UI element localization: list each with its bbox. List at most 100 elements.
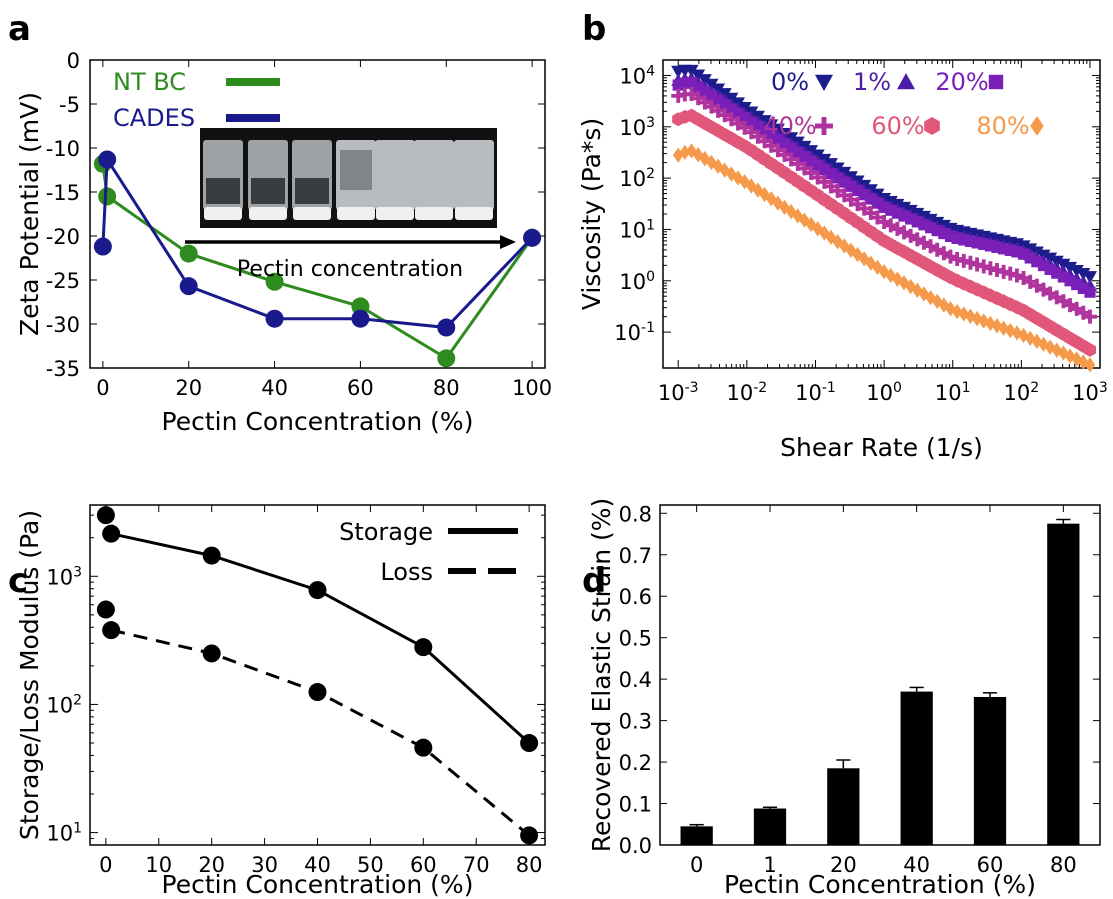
data-point-20% bbox=[891, 207, 903, 219]
panel-a: a 0 -5 -10 -15 -20 -25 -30 -35 0 20 40 60 80 100 Pectin… bbox=[8, 9, 552, 436]
x-tick-label: 20 bbox=[175, 376, 202, 400]
y-tick-label: -20 bbox=[46, 225, 80, 249]
y-axis-label: Storage/Loss Modulus (Pa) bbox=[15, 510, 44, 840]
y-axis-label: Zeta Potential (mV) bbox=[15, 92, 44, 336]
data-point bbox=[437, 318, 456, 337]
x-tick-label: 80 bbox=[516, 853, 543, 877]
y-tick-label: 0.1 bbox=[619, 793, 652, 817]
legend-label: NT BC bbox=[113, 68, 186, 96]
vial bbox=[414, 140, 454, 220]
x-tick-label: 40 bbox=[903, 853, 930, 877]
data-point-20% bbox=[1017, 248, 1030, 260]
data-point-20% bbox=[772, 133, 784, 145]
data-point-20% bbox=[998, 243, 1010, 255]
data-point bbox=[520, 826, 539, 845]
data-point-20% bbox=[798, 151, 811, 163]
vial bbox=[375, 140, 415, 220]
data-point-20% bbox=[705, 90, 718, 102]
data-point bbox=[179, 244, 198, 263]
x-tick-label: 10-1 bbox=[795, 380, 836, 405]
plot-frame bbox=[659, 504, 1101, 846]
data-point-20% bbox=[1044, 263, 1056, 275]
arrow-head bbox=[500, 235, 516, 249]
legend-marker bbox=[1030, 116, 1044, 136]
x-tick-label: 103 bbox=[1072, 380, 1108, 405]
y-tick-label: 100 bbox=[619, 269, 655, 294]
y-tick-label: 0 bbox=[67, 49, 80, 73]
data-point-80% bbox=[739, 174, 750, 190]
bar bbox=[827, 768, 860, 845]
data-point-80% bbox=[819, 225, 830, 241]
data-point bbox=[414, 638, 433, 657]
x-tick-label: 60 bbox=[977, 853, 1004, 877]
data-point-80% bbox=[686, 143, 697, 159]
data-point-20% bbox=[1077, 282, 1089, 294]
data-point-20% bbox=[832, 172, 844, 184]
x-tick-label: 102 bbox=[1004, 380, 1040, 405]
data-point bbox=[308, 581, 327, 600]
data-point-20% bbox=[825, 168, 837, 180]
data-point-20% bbox=[692, 81, 704, 93]
data-point bbox=[102, 621, 121, 640]
data-point-0% bbox=[684, 64, 699, 78]
data-point-20% bbox=[958, 234, 970, 246]
series-line-Storage bbox=[110, 532, 531, 745]
data-point-20% bbox=[1037, 259, 1050, 272]
data-point-20% bbox=[805, 155, 817, 167]
data-point-20% bbox=[818, 163, 830, 176]
data-point-60% bbox=[1083, 342, 1096, 357]
y-tick-label: 0.4 bbox=[619, 668, 652, 692]
x-tick-label: 50 bbox=[357, 853, 384, 877]
x-tick-label: 40 bbox=[304, 853, 331, 877]
legend-label: 20% bbox=[935, 68, 988, 96]
legend-marker bbox=[924, 117, 940, 135]
data-point-20% bbox=[752, 120, 764, 133]
data-point bbox=[179, 277, 198, 296]
x-tick-label: 60 bbox=[347, 376, 374, 400]
legend-label: 60% bbox=[871, 112, 924, 140]
data-point-20% bbox=[1011, 246, 1023, 258]
x-tick-label: 0 bbox=[690, 853, 703, 877]
y-axis-label: Recovered Elastic Strain (%) bbox=[587, 498, 616, 853]
data-point bbox=[351, 309, 370, 328]
data-point bbox=[351, 297, 370, 316]
y-tick-label: 104 bbox=[619, 63, 655, 88]
y-tick-label: 0.3 bbox=[619, 710, 652, 734]
data-point-20% bbox=[699, 85, 711, 98]
x-tick-label: 20 bbox=[198, 853, 225, 877]
legend-label: 80% bbox=[976, 112, 1029, 140]
vial-contents bbox=[340, 150, 372, 190]
y-tick-label: -15 bbox=[46, 181, 80, 205]
data-point-20% bbox=[984, 240, 996, 252]
x-tick-label: 80 bbox=[1050, 853, 1077, 877]
x-axis-label: Pectin Concentration (%) bbox=[724, 870, 1036, 899]
legend-marker bbox=[815, 117, 833, 135]
data-point-20% bbox=[778, 138, 791, 150]
bar bbox=[973, 696, 1007, 845]
x-tick-label: 70 bbox=[463, 853, 490, 877]
data-point-20% bbox=[898, 210, 910, 222]
vial-body bbox=[414, 140, 454, 210]
y-tick-label: -10 bbox=[46, 137, 80, 161]
series-line-Loss bbox=[110, 628, 531, 837]
data-point-20% bbox=[1071, 278, 1083, 291]
vial-body bbox=[454, 140, 494, 210]
y-tick-label: 0.6 bbox=[619, 585, 652, 609]
x-axis-label: Shear Rate (1/s) bbox=[780, 433, 983, 462]
data-point-20% bbox=[672, 79, 684, 91]
data-point-20% bbox=[745, 116, 757, 128]
x-tick-label: 30 bbox=[251, 853, 278, 877]
data-point-20% bbox=[758, 125, 771, 137]
data-point-20% bbox=[1024, 252, 1036, 264]
data-point-20% bbox=[865, 193, 877, 205]
data-point-20% bbox=[851, 184, 864, 197]
data-point bbox=[437, 349, 456, 368]
data-point-20% bbox=[739, 112, 751, 124]
data-point-20% bbox=[712, 94, 724, 106]
data-point bbox=[98, 150, 117, 169]
data-point bbox=[93, 237, 112, 256]
vial bbox=[248, 140, 288, 220]
data-point-20% bbox=[978, 238, 990, 250]
x-tick-label: 80 bbox=[433, 376, 460, 400]
data-point-20% bbox=[905, 213, 917, 225]
